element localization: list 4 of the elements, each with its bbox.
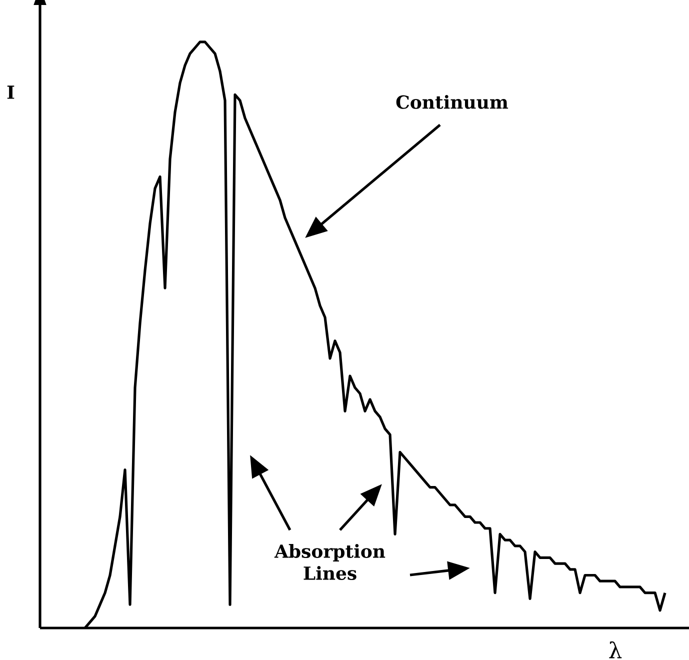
y-axis-title: I <box>7 86 14 99</box>
x-axis-title: λ <box>609 641 622 658</box>
annotation: Absorption Lines <box>274 544 386 580</box>
annotation: Continuum <box>396 94 508 109</box>
